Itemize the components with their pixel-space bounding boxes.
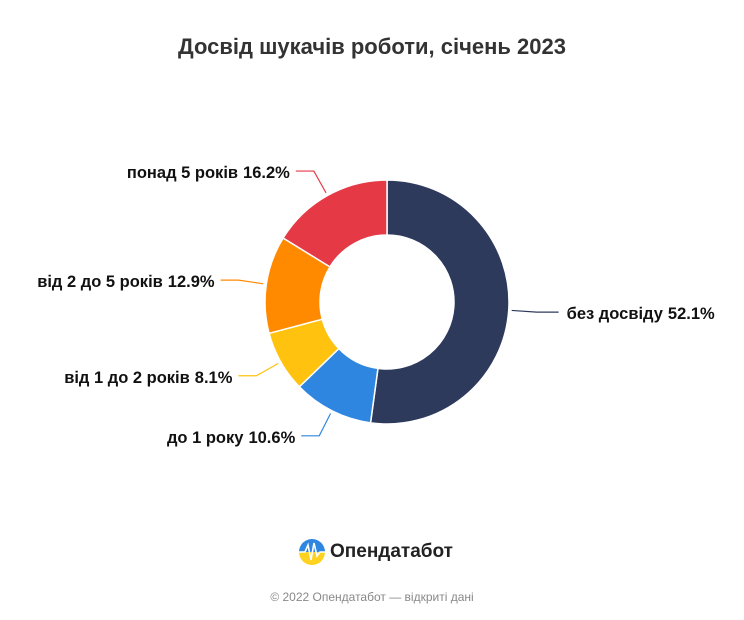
category-label: понад 5 років: [127, 164, 238, 182]
data-label: від 2 до 5 років 12.9%: [37, 274, 215, 292]
category-label: від 2 до 5 років: [37, 274, 163, 292]
value-label: 16.2%: [243, 164, 290, 182]
donut-slice: [369, 179, 510, 425]
data-label: до 1 року 10.6%: [167, 429, 296, 447]
value-label: 52.1%: [668, 305, 715, 323]
value-label: 10.6%: [248, 429, 295, 447]
leader-line: [301, 413, 332, 437]
category-label: від 1 до 2 років: [64, 369, 190, 387]
donut: [264, 179, 510, 425]
value-label: 12.9%: [168, 274, 215, 292]
brand-name: Опендатабот: [330, 541, 453, 562]
data-label: без досвіду 52.1%: [567, 305, 715, 323]
leader-line: [511, 309, 559, 313]
brand-logo: [299, 539, 325, 565]
leader-line: [238, 362, 279, 377]
data-label: понад 5 років 16.2%: [127, 164, 290, 182]
category-label: без досвіду: [567, 305, 664, 323]
copyright: © 2022 Опендатабот — відкриті дані: [270, 590, 473, 604]
leader-line: [295, 170, 327, 194]
category-label: до 1 року: [167, 429, 244, 447]
value-label: 8.1%: [195, 369, 233, 387]
data-label: від 1 до 2 років 8.1%: [64, 369, 233, 387]
donut-slice: [282, 179, 388, 268]
chart-title: Досвід шукачів роботи, січень 2023: [178, 34, 566, 59]
leader-line: [220, 279, 264, 285]
